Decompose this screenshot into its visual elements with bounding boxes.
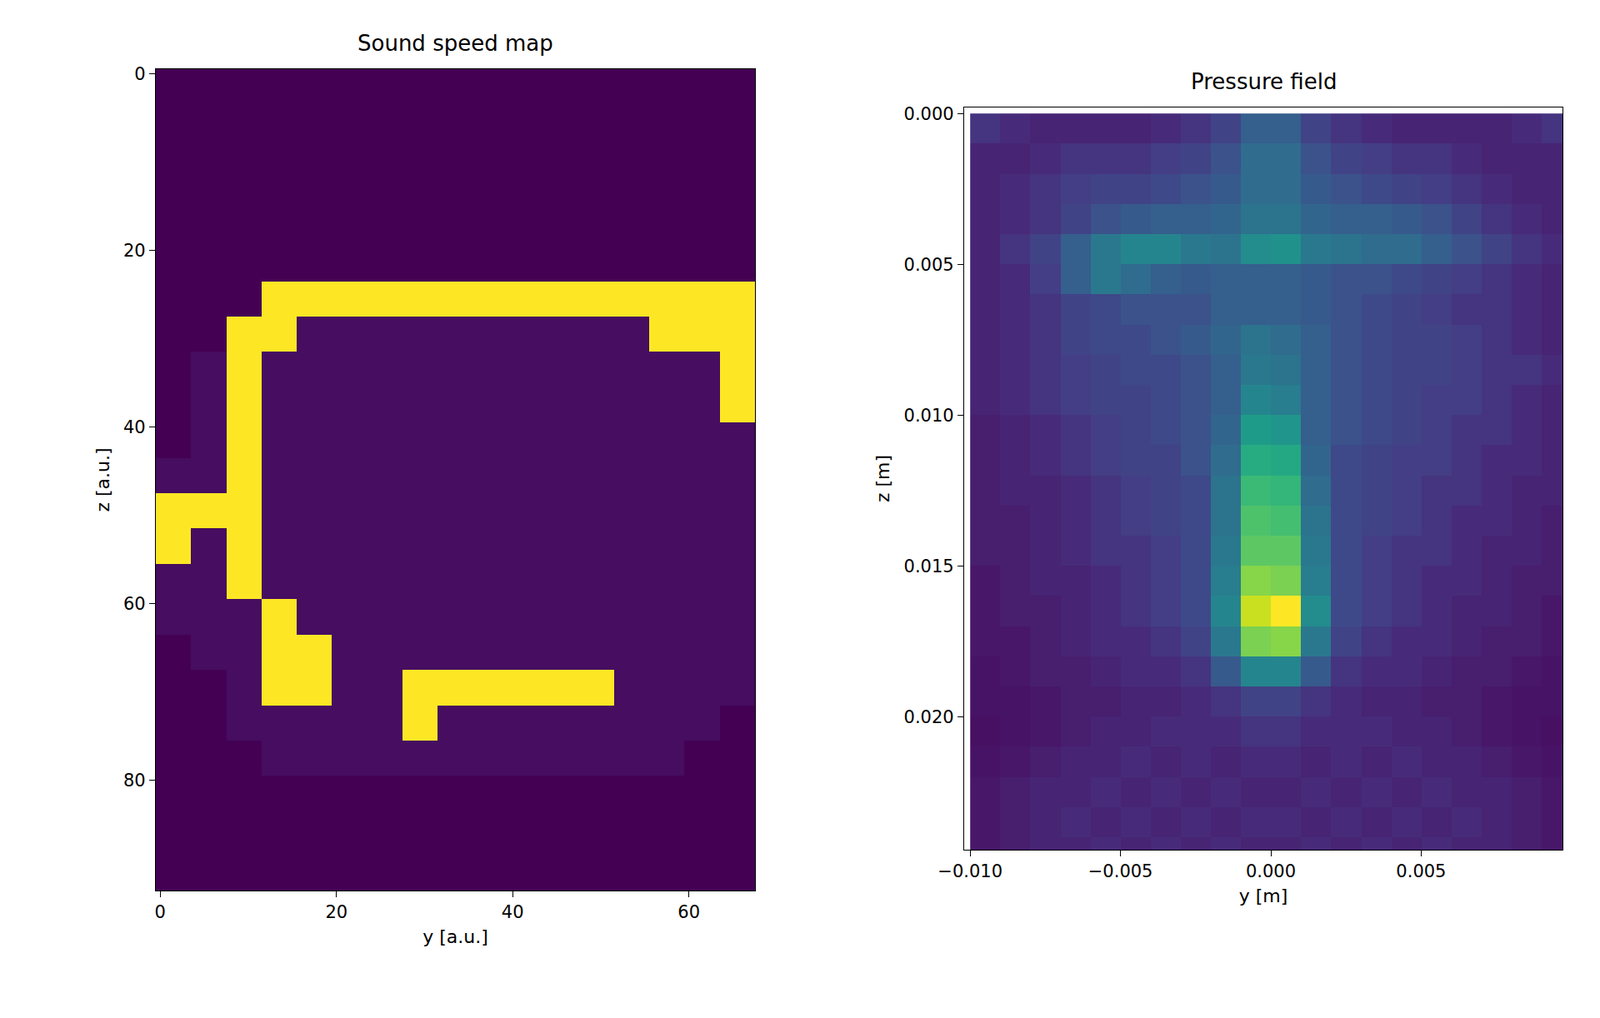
svg-text:z [m]: z [m] [872, 455, 894, 503]
svg-text:Pressure field: Pressure field [1190, 69, 1337, 95]
svg-text:40: 40 [123, 417, 146, 438]
svg-text:0.000: 0.000 [1245, 861, 1296, 882]
svg-text:0.005: 0.005 [1395, 861, 1446, 882]
svg-text:z [a.u.]: z [a.u.] [92, 447, 114, 512]
svg-text:y [a.u.]: y [a.u.] [422, 926, 489, 948]
svg-text:0.010: 0.010 [904, 405, 955, 426]
svg-text:80: 80 [123, 770, 146, 791]
svg-text:0.000: 0.000 [904, 104, 955, 125]
svg-text:Sound speed map: Sound speed map [357, 30, 554, 56]
svg-text:0.015: 0.015 [904, 556, 955, 577]
svg-text:60: 60 [677, 902, 700, 923]
svg-text:20: 20 [325, 902, 348, 923]
svg-text:−0.010: −0.010 [937, 861, 1003, 882]
svg-text:20: 20 [123, 240, 146, 261]
svg-text:0: 0 [155, 902, 166, 923]
svg-text:40: 40 [501, 902, 525, 923]
svg-text:−0.005: −0.005 [1088, 861, 1154, 882]
svg-text:0.005: 0.005 [904, 255, 955, 275]
svg-text:0.020: 0.020 [904, 707, 955, 728]
svg-text:60: 60 [123, 594, 146, 615]
svg-text:y [m]: y [m] [1239, 885, 1289, 907]
svg-text:0: 0 [134, 64, 145, 85]
